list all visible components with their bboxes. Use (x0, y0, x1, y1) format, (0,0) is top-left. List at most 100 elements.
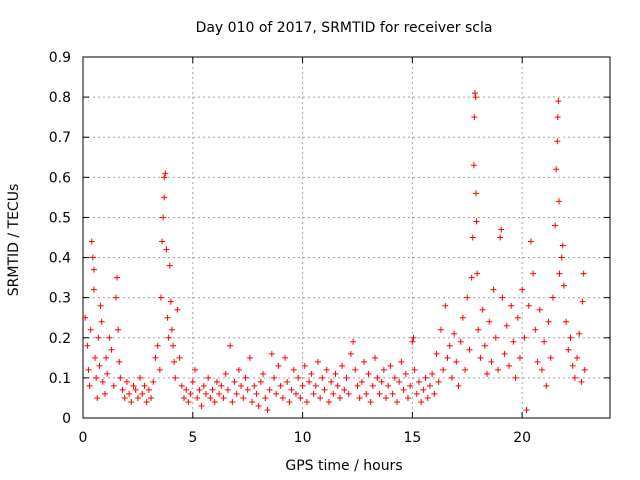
data-point (202, 390, 209, 397)
data-point (429, 370, 436, 377)
data-point (519, 286, 526, 293)
data-point (321, 386, 328, 393)
y-tick-label: 0.2 (49, 331, 71, 347)
data-point (168, 326, 175, 333)
data-point (150, 378, 157, 385)
x-tick-label: 0 (79, 430, 88, 446)
data-point (578, 378, 585, 385)
data-point (218, 382, 225, 389)
data-point (426, 382, 433, 389)
data-point (343, 374, 350, 381)
data-point (376, 390, 383, 397)
data-point (86, 382, 93, 389)
data-point (560, 282, 567, 289)
data-point (96, 362, 103, 369)
data-point (433, 350, 440, 357)
data-point (253, 390, 260, 397)
data-point (134, 394, 141, 401)
data-point (442, 302, 449, 309)
data-point (308, 370, 315, 377)
data-point (319, 374, 326, 381)
data-point (209, 386, 216, 393)
x-tick-label: 20 (513, 430, 531, 446)
data-point (558, 254, 565, 261)
data-point (191, 366, 198, 373)
data-point (512, 374, 519, 381)
data-point (84, 342, 91, 349)
data-point (372, 354, 379, 361)
data-point (157, 294, 164, 301)
data-point (563, 318, 570, 325)
data-point (279, 394, 286, 401)
data-point (530, 270, 537, 277)
data-point (437, 326, 444, 333)
data-point (288, 386, 295, 393)
data-point (213, 378, 220, 385)
data-point (174, 306, 181, 313)
y-tick-label: 0 (62, 411, 71, 427)
data-point (301, 362, 308, 369)
data-point (273, 390, 280, 397)
data-point (462, 366, 469, 373)
data-point (477, 354, 484, 361)
data-point (227, 342, 234, 349)
data-point (198, 402, 205, 409)
chart-title: Day 010 of 2017, SRMTID for receiver scl… (196, 20, 493, 36)
data-point (292, 390, 299, 397)
data-point (194, 394, 201, 401)
data-point (148, 394, 155, 401)
data-point (490, 286, 497, 293)
data-point (361, 358, 368, 365)
data-point (492, 334, 499, 341)
data-point (470, 162, 477, 169)
data-point (411, 366, 418, 373)
data-point (317, 394, 324, 401)
data-point (156, 366, 163, 373)
data-point (418, 398, 425, 405)
data-point (85, 366, 92, 373)
data-point (552, 222, 559, 229)
data-point (238, 382, 245, 389)
data-point (543, 382, 550, 389)
data-point (314, 358, 321, 365)
data-point (350, 338, 357, 345)
data-point (229, 398, 236, 405)
data-point (290, 366, 297, 373)
data-point (88, 238, 95, 245)
data-point (89, 254, 96, 261)
data-point (380, 366, 387, 373)
data-point (141, 382, 148, 389)
data-point (367, 398, 374, 405)
data-point (325, 398, 332, 405)
data-point (410, 334, 417, 341)
data-point (508, 302, 515, 309)
data-point (473, 218, 480, 225)
grid (83, 57, 610, 418)
data-point (387, 362, 394, 369)
data-point (160, 214, 167, 221)
data-point (347, 350, 354, 357)
data-point (415, 378, 422, 385)
data-point (538, 366, 545, 373)
data-point (216, 390, 223, 397)
data-point (139, 390, 146, 397)
data-point (475, 326, 482, 333)
data-point (339, 362, 346, 369)
data-point (119, 386, 126, 393)
data-point (94, 394, 101, 401)
y-tick-label: 0.1 (49, 371, 71, 387)
data-point (90, 286, 97, 293)
x-tick-label: 10 (294, 430, 312, 446)
data-point (497, 234, 504, 241)
data-point (99, 378, 106, 385)
data-point (242, 374, 249, 381)
data-point (484, 370, 491, 377)
data-point (385, 382, 392, 389)
data-point (516, 354, 523, 361)
data-point (143, 398, 150, 405)
data-point (495, 366, 502, 373)
data-point (117, 374, 124, 381)
x-tick-label: 5 (188, 430, 197, 446)
data-point (189, 378, 196, 385)
data-point (580, 270, 587, 277)
